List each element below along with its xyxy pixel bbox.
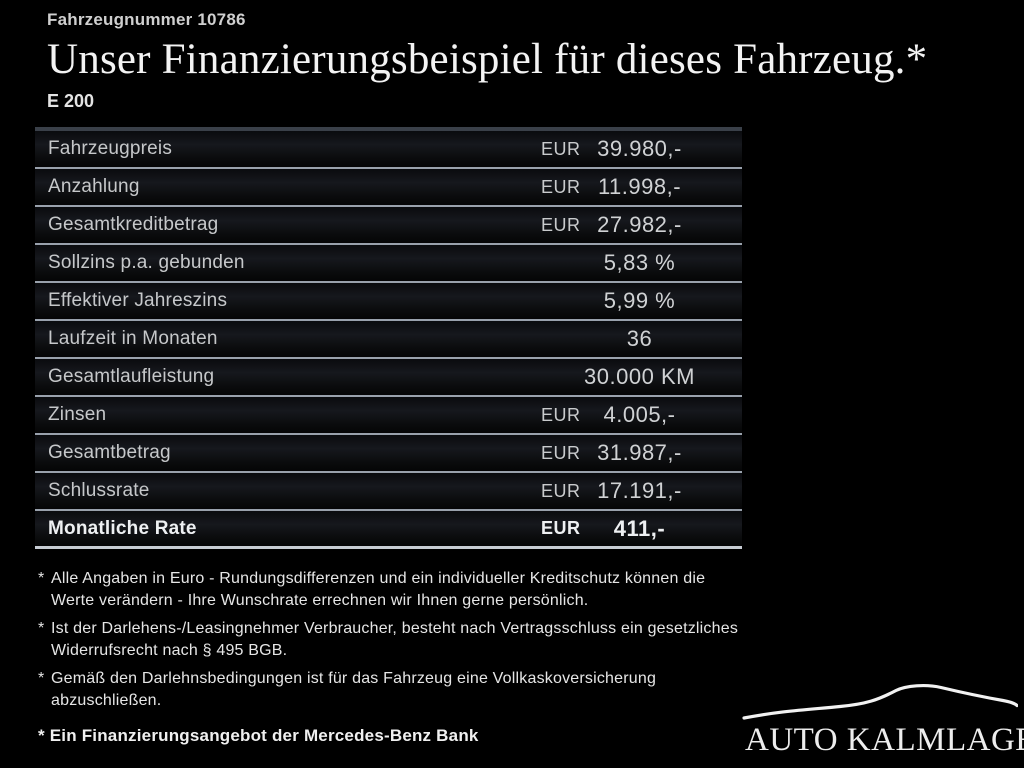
row-value: 31.987,-: [597, 440, 682, 465]
currency-label: EUR: [541, 442, 581, 463]
table-row: Schlussrate EUR 17.191,-: [35, 473, 742, 511]
row-label: Anzahlung: [48, 176, 140, 197]
row-label: Schlussrate: [48, 480, 150, 501]
asterisk-marker: *: [38, 670, 45, 687]
currency-label: EUR: [541, 518, 581, 538]
row-label: Laufzeit in Monaten: [48, 328, 218, 349]
footnote: * Gemäß den Darlehnsbedingungen ist für …: [38, 668, 753, 712]
row-value: 4.005,-: [603, 402, 676, 427]
row-label: Gesamtkreditbetrag: [48, 214, 219, 235]
row-value-area: EUR 17.191,-: [537, 473, 742, 509]
row-value: 411,-: [613, 515, 666, 541]
row-value: 5,83 %: [603, 250, 676, 275]
currency-label: EUR: [541, 138, 581, 159]
row-value: 17.191,-: [597, 478, 682, 503]
footnote-text: Ist der Darlehens-/Leasingnehmer Verbrau…: [51, 620, 739, 659]
asterisk-marker: *: [38, 620, 45, 637]
currency-label: EUR: [541, 480, 581, 501]
row-value-area: EUR 31.987,-: [537, 435, 742, 471]
table-row: Effektiver Jahreszins 5,99 %: [35, 283, 742, 321]
vehicle-number: Fahrzeugnummer 10786: [47, 10, 246, 29]
row-label: Effektiver Jahreszins: [48, 290, 228, 311]
row-value-area: 30.000 KM: [537, 359, 742, 395]
dealer-logo: AUTO KALMLAGE: [730, 680, 1024, 766]
row-value-area: EUR 11.998,-: [537, 169, 742, 205]
row-value: 27.982,-: [597, 212, 682, 237]
row-value: 5,99 %: [603, 288, 676, 313]
table-row: Monatliche Rate EUR 411,-: [35, 511, 742, 549]
row-value: 30.000 KM: [584, 364, 695, 389]
row-value-area: EUR 39.980,-: [537, 131, 742, 167]
row-value-area: EUR 4.005,-: [537, 397, 742, 433]
table-row: Fahrzeugpreis EUR 39.980,-: [35, 131, 742, 169]
table-row: Zinsen EUR 4.005,-: [35, 397, 742, 435]
currency-label: EUR: [541, 214, 581, 235]
row-value-area: EUR 27.982,-: [537, 207, 742, 243]
footnote-text: Gemäß den Darlehnsbedingungen ist für da…: [51, 670, 657, 709]
table-row: Anzahlung EUR 11.998,-: [35, 169, 742, 207]
table-row: Sollzins p.a. gebunden 5,83 %: [35, 245, 742, 283]
row-label: Gesamtbetrag: [48, 442, 171, 463]
dealer-logo-text: AUTO KALMLAGE: [745, 722, 1024, 758]
row-value: 11.998,-: [597, 174, 682, 199]
row-value-area: EUR 411,-: [537, 511, 742, 546]
row-value-area: 36: [537, 321, 742, 357]
table-row: Laufzeit in Monaten 36: [35, 321, 742, 359]
asterisk-marker: *: [38, 570, 45, 587]
row-label: Monatliche Rate: [48, 517, 197, 539]
row-label: Gesamtlaufleistung: [48, 366, 215, 387]
row-value: 36: [626, 326, 653, 351]
car-silhouette-icon: [742, 683, 1018, 720]
row-label: Sollzins p.a. gebunden: [48, 252, 245, 273]
row-label: Fahrzeugpreis: [48, 138, 173, 159]
row-label: Zinsen: [48, 404, 107, 425]
page-title: Unser Finanzierungsbeispiel für dieses F…: [47, 36, 928, 83]
offer-note: * Ein Finanzierungsangebot der Mercedes-…: [38, 726, 479, 745]
table-row: Gesamtbetrag EUR 31.987,-: [35, 435, 742, 473]
currency-label: EUR: [541, 176, 581, 197]
financing-table: Fahrzeugpreis EUR 39.980,- Anzahlung EUR…: [35, 127, 742, 549]
vehicle-model: E 200: [47, 91, 95, 111]
footnote: * Ist der Darlehens-/Leasingnehmer Verbr…: [38, 618, 753, 662]
table-row: Gesamtkreditbetrag EUR 27.982,-: [35, 207, 742, 245]
footnotes: * Alle Angaben in Euro - Rundungsdiffere…: [38, 568, 753, 712]
footnote: * Alle Angaben in Euro - Rundungsdiffere…: [38, 568, 753, 612]
currency-label: EUR: [541, 404, 581, 425]
row-value: 39.980,-: [597, 136, 682, 161]
row-value-area: 5,83 %: [537, 245, 742, 281]
footnote-text: Alle Angaben in Euro - Rundungsdifferenz…: [51, 570, 706, 609]
page-header: Fahrzeugnummer 10786 Unser Finanzierungs…: [0, 0, 1024, 112]
table-row: Gesamtlaufleistung 30.000 KM: [35, 359, 742, 397]
row-value-area: 5,99 %: [537, 283, 742, 319]
